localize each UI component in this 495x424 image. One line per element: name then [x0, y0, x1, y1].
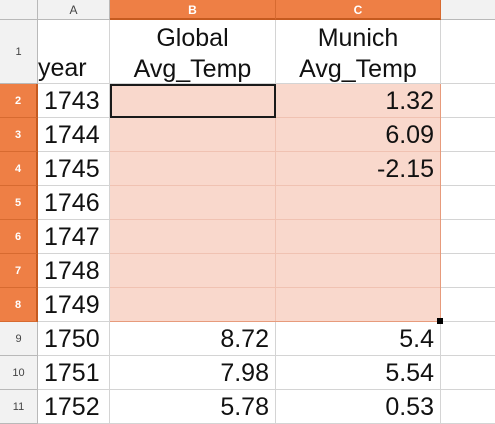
cell-munich-avg-temp[interactable] — [276, 254, 441, 288]
cell-column-d[interactable] — [441, 322, 495, 356]
header-cell-munich-avg-temp[interactable]: Munich Avg_Temp — [276, 20, 441, 84]
cell-global-avg-temp[interactable]: 5.78 — [110, 390, 276, 424]
select-all-corner[interactable] — [0, 0, 38, 20]
cell-year[interactable]: 1748 — [38, 254, 110, 288]
cell-year[interactable]: 1752 — [38, 390, 110, 424]
cell-column-d[interactable] — [441, 220, 495, 254]
column-header-a[interactable]: A — [38, 0, 110, 20]
cell-munich-avg-temp[interactable]: 5.54 — [276, 356, 441, 390]
row-header-8[interactable]: 8 — [0, 288, 38, 322]
cell-munich-avg-temp[interactable] — [276, 288, 441, 322]
header-year-label: year — [38, 53, 109, 83]
cell-column-d[interactable] — [441, 186, 495, 220]
cell-munich-avg-temp[interactable]: -2.15 — [276, 152, 441, 186]
row-header-5[interactable]: 5 — [0, 186, 38, 220]
cell-column-d[interactable] — [441, 390, 495, 424]
row-header-10[interactable]: 10 — [0, 356, 38, 390]
cell-year[interactable]: 1744 — [38, 118, 110, 152]
header-cell-year[interactable]: year — [38, 20, 110, 84]
row-header-4[interactable]: 4 — [0, 152, 38, 186]
cell-munich-avg-temp[interactable]: 1.32 — [276, 84, 441, 118]
cell-column-d[interactable] — [441, 152, 495, 186]
cell-munich-avg-temp[interactable] — [276, 186, 441, 220]
cell-munich-avg-temp[interactable]: 0.53 — [276, 390, 441, 424]
cell-global-avg-temp[interactable] — [110, 220, 276, 254]
header-cell-global-avg-temp[interactable]: Global Avg_Temp — [110, 20, 276, 84]
cell-column-d[interactable] — [441, 288, 495, 322]
cell-column-d[interactable] — [441, 356, 495, 390]
cell-global-avg-temp[interactable] — [110, 254, 276, 288]
row-header-11[interactable]: 11 — [0, 390, 38, 424]
row-header-9[interactable]: 9 — [0, 322, 38, 356]
column-header-b[interactable]: B — [110, 0, 276, 20]
cell-global-avg-temp[interactable] — [110, 152, 276, 186]
cell-global-avg-temp[interactable] — [110, 186, 276, 220]
cell-year[interactable]: 1750 — [38, 322, 110, 356]
row-header-2[interactable]: 2 — [0, 84, 38, 118]
row-header-1[interactable]: 1 — [0, 20, 38, 84]
cell-year[interactable]: 1743 — [38, 84, 110, 118]
row-header-7[interactable]: 7 — [0, 254, 38, 288]
cell-year[interactable]: 1746 — [38, 186, 110, 220]
cell-global-avg-temp[interactable] — [110, 288, 276, 322]
cell-year[interactable]: 1751 — [38, 356, 110, 390]
cell-column-d[interactable] — [441, 118, 495, 152]
cell-munich-avg-temp[interactable]: 6.09 — [276, 118, 441, 152]
cell-global-avg-temp[interactable]: 7.98 — [110, 356, 276, 390]
cell-global-avg-temp[interactable]: 8.72 — [110, 322, 276, 356]
autofill-handle[interactable] — [437, 318, 443, 324]
cell-global-avg-temp[interactable] — [110, 118, 276, 152]
row-header-6[interactable]: 6 — [0, 220, 38, 254]
cell-column-d[interactable] — [441, 84, 495, 118]
cell-year[interactable]: 1749 — [38, 288, 110, 322]
column-header-d[interactable] — [441, 0, 495, 20]
row-header-3[interactable]: 3 — [0, 118, 38, 152]
cell-column-d[interactable] — [441, 254, 495, 288]
cell-year[interactable]: 1745 — [38, 152, 110, 186]
column-header-c[interactable]: C — [276, 0, 441, 20]
active-cell-cursor — [110, 84, 276, 118]
cell-year[interactable]: 1747 — [38, 220, 110, 254]
cell-d1[interactable] — [441, 20, 495, 84]
cell-munich-avg-temp[interactable] — [276, 220, 441, 254]
cell-munich-avg-temp[interactable]: 5.4 — [276, 322, 441, 356]
